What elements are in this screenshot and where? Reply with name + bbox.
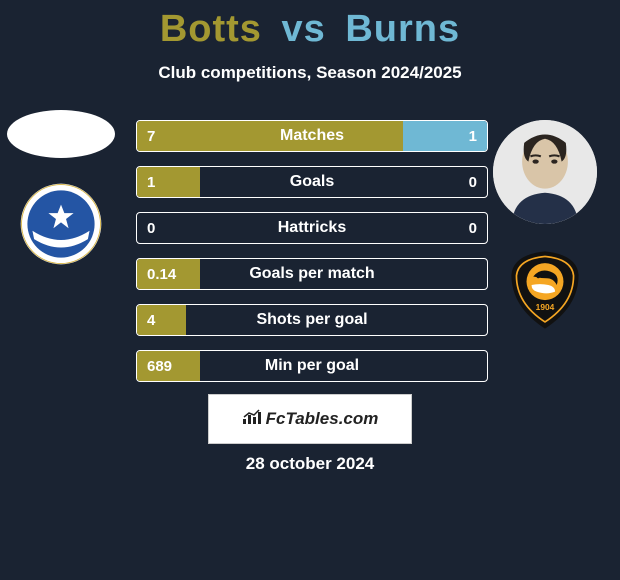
bar-row-matches: 7 Matches 1 [136,120,488,152]
bar-label: Hattricks [137,213,487,243]
right-player-column: 1904 [490,120,600,332]
bar-row-hattricks: 0 Hattricks 0 [136,212,488,244]
subtitle: Club competitions, Season 2024/2025 [0,63,620,83]
bar-row-shots-per-goal: 4 Shots per goal [136,304,488,336]
bar-row-goals: 1 Goals 0 [136,166,488,198]
bar-value-right: 0 [469,167,477,197]
bar-row-goals-per-match: 0.14 Goals per match [136,258,488,290]
bar-label: Min per goal [137,351,487,381]
player1-avatar [7,110,115,158]
bar-label: Shots per goal [137,305,487,335]
bar-label: Goals per match [137,259,487,289]
bar-value-right: 1 [469,121,477,151]
date-text: 28 october 2024 [0,454,620,474]
player1-club-badge [19,182,103,266]
player2-avatar [493,120,597,224]
svg-text:1904: 1904 [536,302,555,312]
bar-label: Matches [137,121,487,151]
title-player2: Burns [345,8,460,50]
left-player-column [6,110,116,266]
stats-bars: 7 Matches 1 1 Goals 0 0 Hattricks 0 0.14… [136,120,488,396]
footer-attribution: FcTables.com [208,394,412,444]
bar-row-min-per-goal: 689 Min per goal [136,350,488,382]
bar-value-right: 0 [469,213,477,243]
chart-icon [242,409,262,430]
page-title: Botts vs Burns [0,0,620,51]
bar-label: Goals [137,167,487,197]
title-vs: vs [274,8,334,50]
player2-club-badge: 1904 [503,248,587,332]
title-player1: Botts [160,8,262,50]
footer-brand-text: FcTables.com [266,409,379,429]
